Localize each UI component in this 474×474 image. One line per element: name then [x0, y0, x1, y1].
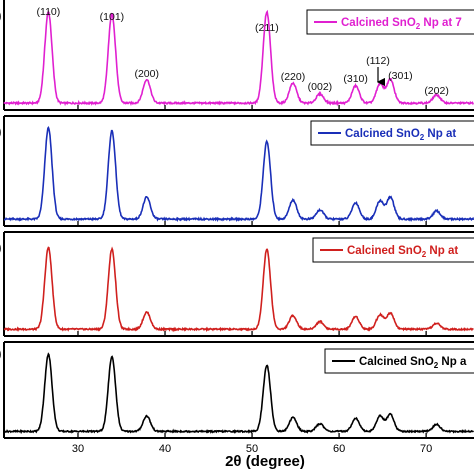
x-tick-label: 60	[333, 443, 345, 455]
peak-label: (310)	[343, 73, 368, 85]
legend-label: Calcined SnO2 Np at 7	[341, 17, 462, 31]
peak-label: (101)	[100, 11, 125, 23]
panels-group: ) Calcined SnO2 Np at 7 (110) (101) (200) (21…	[0, 0, 474, 439]
legend-label: Calcined SnO2 Np a	[359, 356, 467, 370]
x-axis-label: 2θ (degree)	[225, 453, 305, 470]
legend: Calcined SnO2 Np at 7	[306, 9, 474, 35]
x-axis: 30 40 50 60 70	[72, 443, 432, 455]
panel-4: ) Calcined SnO2 Np a	[0, 341, 474, 439]
x-tick-label: 30	[72, 443, 84, 455]
legend: Calcined SnO2 Np at	[310, 120, 474, 146]
peak-label: (112)	[366, 55, 390, 67]
panel-1: ) Calcined SnO2 Np at 7 (110) (101) (200) (21…	[0, 0, 474, 111]
panel-id-label: )	[0, 123, 2, 139]
panel-id-label: )	[0, 7, 2, 23]
peak-label: (200)	[134, 68, 159, 80]
x-tick-label: 70	[420, 443, 432, 455]
peak-label: (301)	[388, 70, 413, 82]
peak-label: (211)	[255, 22, 279, 34]
legend: Calcined SnO2 Np a	[324, 348, 474, 374]
legend: Calcined SnO2 Np at	[312, 237, 474, 263]
panel-2: ) Calcined SnO2 Np at	[0, 115, 474, 227]
series-line	[3, 352, 474, 435]
peak-label: (220)	[281, 71, 306, 83]
legend-label: Calcined SnO2 Np at	[347, 245, 458, 259]
peak-label: (202)	[424, 85, 449, 97]
series-line	[3, 246, 474, 333]
legend-label: Calcined SnO2 Np at	[345, 128, 456, 142]
x-tick-label: 50	[246, 443, 258, 455]
panel-3: ) Calcined SnO2 Np at	[0, 231, 474, 337]
series-line	[3, 9, 474, 107]
legend-box	[310, 120, 474, 146]
panel-id-label: )	[0, 239, 2, 255]
panel-id-label: )	[0, 345, 2, 361]
series-line	[3, 126, 474, 223]
peak-label: (110)	[37, 6, 61, 18]
x-tick-label: 40	[159, 443, 171, 455]
peak-label: (002)	[308, 81, 333, 93]
